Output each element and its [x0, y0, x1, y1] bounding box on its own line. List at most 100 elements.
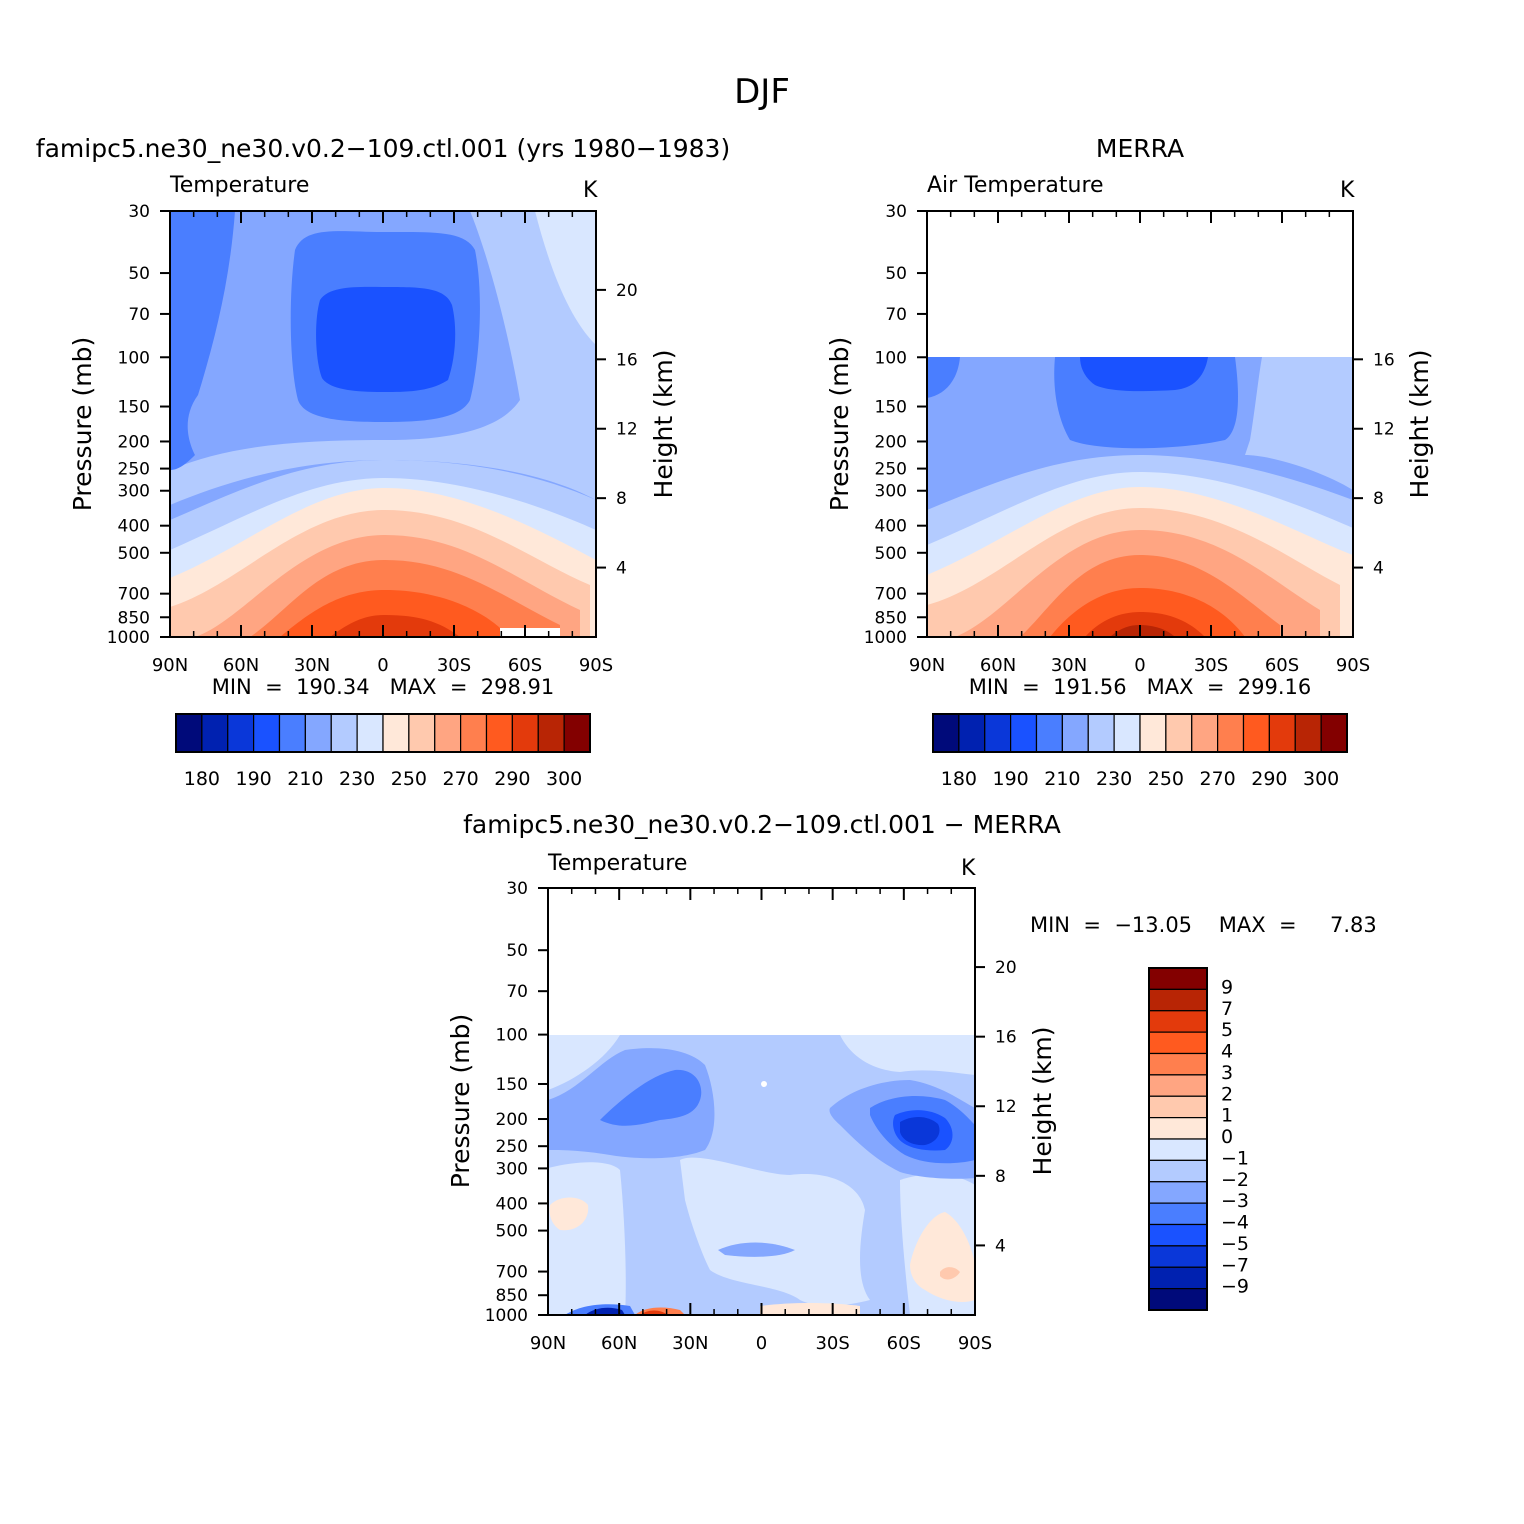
height-tick-label: 12: [995, 1097, 1017, 1117]
contour-fill: [1245, 357, 1353, 490]
colorbar-label: 270: [442, 768, 478, 790]
height-tick-label: 12: [1373, 420, 1395, 440]
colorbar-swatch: [984, 713, 1012, 753]
y-tick-label: 400: [875, 517, 907, 537]
contour-fill: [760, 1303, 860, 1315]
y-tick-label: 1000: [864, 628, 907, 648]
height-tick-label: 8: [1373, 489, 1384, 509]
colorbar-label: −4: [1221, 1212, 1249, 1234]
y-tick-label: 850: [875, 608, 907, 628]
contour-fill: [910, 1212, 975, 1302]
contour-fill: [600, 1069, 702, 1126]
colorbar-swatch: [1035, 713, 1063, 753]
colorbar-label: 4: [1221, 1041, 1233, 1063]
max-value: 299.16: [1238, 675, 1311, 699]
colorbar-swatch: [356, 713, 384, 753]
contour-fill: [840, 1035, 975, 1075]
panel-model-axes: 90N 60N 30N 0 30S 60S 90S 30 50 70 100 150 200 250300…: [107, 202, 638, 676]
panel-model-units: K: [583, 178, 598, 203]
colorbar-swatch: [1148, 1074, 1208, 1097]
colorbar-swatch: [1148, 1117, 1208, 1140]
min-value: 191.56: [1053, 675, 1126, 699]
x-tick-label: 0: [1134, 655, 1145, 676]
panel-diff-axes: 90N 60N 30N 0 30S 60S 90S 30 50 70 100 150 200 250300…: [485, 879, 1017, 1354]
x-tick-label: 90S: [958, 1333, 992, 1354]
panel-diff-title: famipc5.ne30_ne30.v0.2−109.ctl.001 − MER…: [463, 810, 1061, 839]
y-tick-label: 200: [496, 1110, 528, 1130]
min-value: −13.05: [1114, 913, 1192, 937]
y-tick-label: 500: [875, 544, 907, 564]
contour-fill: [761, 1081, 767, 1087]
colorbar-label: 9: [1221, 976, 1233, 998]
y-tick-label: 250: [875, 460, 907, 480]
contour-fill: [535, 211, 596, 345]
contour-fill: [940, 1267, 960, 1280]
panel-model-colorbar: 180 190 210 230 250 270 290 300: [175, 713, 591, 790]
colorbar-label: 250: [391, 768, 427, 790]
colorbar-swatch: [1010, 713, 1038, 753]
contour-fill: [548, 1035, 620, 1090]
colorbar-swatch: [1087, 713, 1115, 753]
colorbar-label: 7: [1221, 998, 1233, 1020]
x-tick-label: 30N: [672, 1333, 708, 1354]
height-tick-label: 4: [616, 559, 627, 579]
panel-diff-subtitle: Temperature: [547, 851, 687, 876]
contour-fill: [927, 357, 960, 398]
y-tick-label: 150: [118, 398, 150, 418]
y-tick-label: 500: [496, 1222, 528, 1242]
max-label: MAX: [1147, 675, 1194, 699]
ylabel-pressure: Pressure (mb): [825, 337, 854, 511]
colorbar-swatch: [932, 713, 960, 753]
y-tick-label: 1000: [485, 1306, 528, 1326]
colorbar-label: 190: [235, 768, 271, 790]
contour-fill: [1110, 625, 1175, 637]
x-tick-label: 0: [756, 1333, 767, 1354]
panel-obs-title: MERRA: [1096, 134, 1184, 163]
panel-obs-subtitle: Air Temperature: [927, 173, 1104, 198]
y-tick-label: 500: [118, 544, 150, 564]
colorbar-label: 230: [339, 768, 375, 790]
y-tick-label: 250: [118, 460, 150, 480]
colorbar-swatch: [1268, 713, 1296, 753]
x-tick-label: 30S: [1194, 655, 1228, 676]
colorbar-label: 210: [1044, 768, 1080, 790]
contour-fill: [1080, 357, 1208, 392]
colorbar-swatch: [253, 713, 281, 753]
x-tick-label: 90N: [530, 1333, 566, 1354]
colorbar-swatch: [1113, 713, 1141, 753]
colorbar-swatch: [537, 713, 565, 753]
ylabel-height: Height (km): [649, 350, 678, 499]
height-tick-label: 8: [616, 489, 627, 509]
missing-data: [500, 628, 560, 637]
y-tick-label: 850: [118, 608, 150, 628]
x-tick-label: 30N: [1051, 655, 1087, 676]
contour-fill: [170, 211, 596, 505]
colorbar-label: 1: [1221, 1105, 1233, 1127]
colorbar-swatch: [408, 713, 436, 753]
max-value: 7.83: [1330, 913, 1377, 937]
colorbar-swatch: [175, 713, 203, 753]
y-tick-label: 70: [506, 982, 528, 1002]
colorbar-swatch: [1217, 713, 1245, 753]
contour-fill: [316, 286, 456, 392]
min-label: MIN: [1030, 913, 1070, 937]
colorbar-label: 180: [184, 768, 220, 790]
y-tick-label: 400: [496, 1194, 528, 1214]
y-tick-label: 300: [875, 482, 907, 502]
min-label: MIN: [212, 675, 252, 699]
colorbar-swatch: [304, 713, 332, 753]
colorbar-label: 250: [1148, 768, 1184, 790]
y-tick-label: 100: [875, 348, 907, 368]
panel-model-subtitle: Temperature: [169, 173, 309, 198]
colorbar-swatch: [1191, 713, 1219, 753]
panel-obs-contours: [927, 357, 1353, 637]
height-tick-label: 4: [995, 1236, 1006, 1256]
colorbar-swatch: [1148, 1010, 1208, 1033]
colorbar-swatch: [278, 713, 306, 753]
colorbar-label: 5: [1221, 1019, 1233, 1041]
x-tick-label: 60S: [887, 1333, 921, 1354]
y-tick-label: 30: [885, 202, 907, 222]
contour-fill: [900, 1116, 940, 1146]
y-tick-label: 1000: [107, 628, 150, 648]
